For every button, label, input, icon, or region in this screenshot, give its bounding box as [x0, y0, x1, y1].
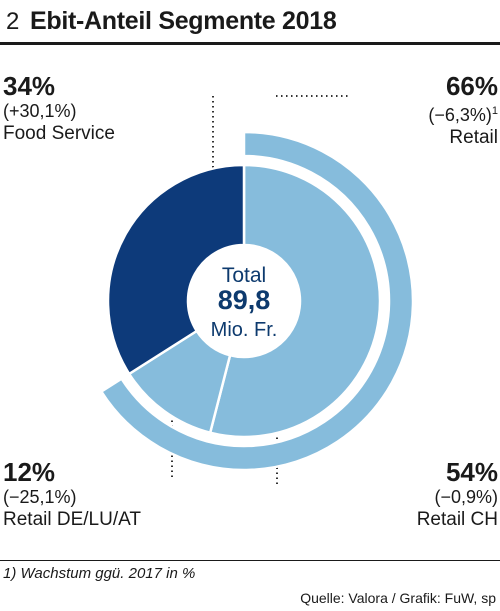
center-total-unit: Mio. Fr. — [211, 319, 278, 341]
label-retail: 66% (−6,3%)1 Retail — [428, 72, 498, 150]
retail-pct: 66% — [445, 71, 498, 101]
chart-title: Ebit-Anteil Segmente 2018 — [30, 7, 337, 35]
retail-de-growth: (−25,1%) — [3, 487, 77, 507]
source-credit: Quelle: Valora / Grafik: FuW, sp — [300, 590, 496, 606]
label-retail-de: 12% (−25,1%) Retail DE/LU/AT — [3, 458, 141, 532]
retail-ch-growth: (−0,9%) — [434, 487, 498, 507]
retail-growth: (−6,3%) — [428, 105, 492, 125]
header-rule — [0, 42, 500, 45]
retail-de-name: Retail DE/LU/AT — [3, 509, 141, 530]
retail-growth-line: (−6,3%)1 — [428, 100, 498, 126]
donut-hole — [188, 245, 300, 357]
footer-rule — [0, 560, 500, 561]
center-label: Total 89,8 Mio. Fr. — [211, 264, 278, 341]
retail-name: Retail — [449, 127, 498, 148]
food-service-pct: 34% — [3, 71, 56, 101]
food-service-growth: (+30,1%) — [3, 101, 77, 121]
donut-chart: Total 89,8 Mio. Fr. — [99, 95, 415, 484]
label-food-service: 34% (+30,1%) Food Service — [3, 72, 115, 146]
chart-number: 2 — [6, 8, 20, 35]
outer-slice-retail — [99, 130, 415, 472]
center-total-value: 89,8 — [218, 285, 271, 315]
retail-ch-pct: 54% — [445, 457, 498, 487]
label-retail-ch: 54% (−0,9%) Retail CH — [417, 458, 498, 532]
retail-ch-name: Retail CH — [416, 509, 498, 530]
center-total-label: Total — [222, 264, 266, 287]
food-service-name: Food Service — [3, 123, 115, 144]
footnote: 1) Wachstum ggü. 2017 in % — [3, 565, 196, 582]
retail-de-pct: 12% — [3, 457, 56, 487]
slices — [99, 130, 415, 472]
retail-growth-footnote-mark: 1 — [491, 105, 498, 117]
chart-header: 2 Ebit-Anteil Segmente 2018 — [0, 0, 500, 42]
